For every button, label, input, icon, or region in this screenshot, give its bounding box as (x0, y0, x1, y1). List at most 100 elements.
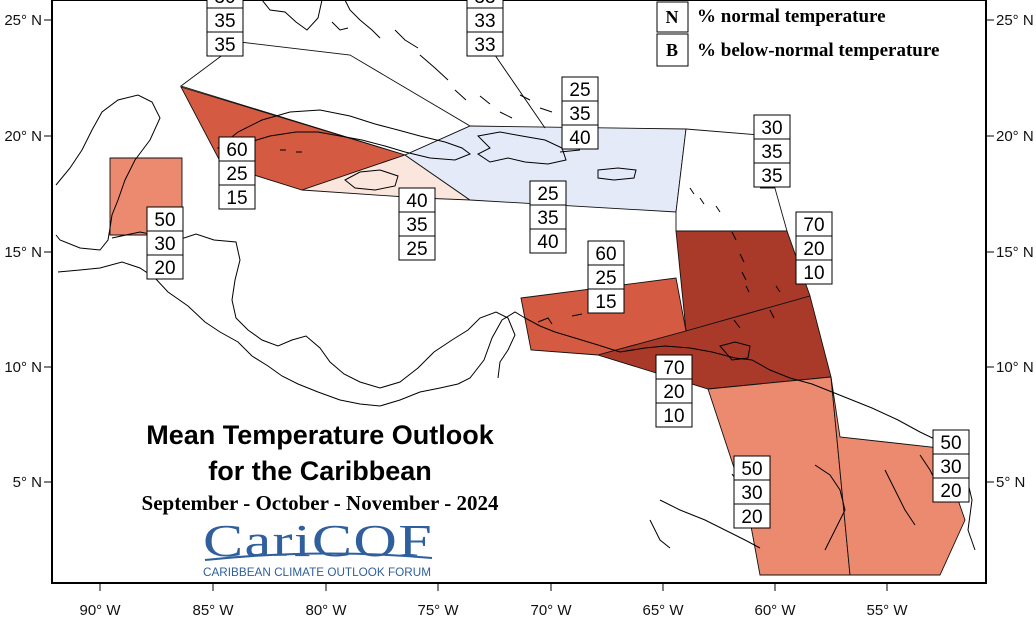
probability-value: 15 (226, 188, 247, 209)
probability-cell (398, 235, 436, 261)
lat-label: 15° N (996, 244, 1034, 261)
south-america-interior (649, 454, 941, 551)
probability-value: 50 (940, 433, 961, 454)
probability-value: 20 (663, 382, 684, 403)
probability-value: 35 (537, 208, 558, 229)
map-title-line2: for the Caribbean (208, 456, 432, 486)
probability-value: 50 (154, 210, 175, 231)
probability-value: 35 (406, 215, 427, 236)
probability-stack-guyana: 50 30 20 (733, 455, 771, 529)
probability-value: 10 (803, 263, 824, 284)
lon-label: 65° W (642, 602, 684, 619)
lon-label: 85° W (192, 602, 234, 619)
probability-cell (529, 204, 567, 230)
lat-label: 20° N (996, 128, 1034, 145)
cuba-coastline (216, 109, 472, 161)
abc-islands-coastline (537, 301, 621, 325)
probability-stack-cuba: 60 25 15 (218, 136, 256, 210)
probability-value: 33 (474, 0, 495, 8)
probability-cell (398, 187, 436, 213)
probability-value: 35 (214, 11, 235, 32)
probability-value: 20 (803, 239, 824, 260)
lon-label: 80° W (305, 602, 347, 619)
logo-swoosh (204, 552, 433, 561)
map-title-line1: Mean Temperature Outlook (146, 420, 495, 450)
map-subtitle: September - October - November - 2024 (142, 491, 499, 515)
yucatan-mexico-coastline (55, 94, 161, 251)
probability-stack-jamaica: 40 35 25 (398, 187, 436, 261)
probability-value: 30 (940, 457, 961, 478)
probability-stack-atlantic-east: 30 35 35 (753, 114, 791, 188)
colombia-venezuela-coastline (457, 311, 976, 551)
probability-cell (206, 7, 244, 33)
probability-value: 30 (761, 118, 782, 139)
probability-cell (733, 503, 771, 529)
probability-value: 25 (595, 268, 616, 289)
florida-keys (331, 21, 349, 31)
lat-label: 10° N (4, 359, 42, 376)
probability-value: 30 (154, 234, 175, 255)
probability-cell (561, 100, 599, 126)
probability-value: 40 (406, 191, 427, 212)
probability-cell (587, 264, 625, 290)
probability-value: 40 (537, 232, 558, 253)
latitude-axis-right: 25° N 20° N 15° N 10° N 5° N (986, 12, 1034, 491)
central-america-coastline (57, 261, 459, 407)
probability-value: 40 (569, 128, 590, 149)
probability-cell (795, 211, 833, 237)
probability-cell (795, 235, 833, 261)
probability-cell (655, 354, 693, 380)
probability-value: 33 (474, 11, 495, 32)
lon-label: 55° W (866, 602, 908, 619)
longitude-axis: 90° W 85° W 80° W 75° W 70° W 65° W 60° … (79, 583, 908, 619)
probability-cell (753, 138, 791, 164)
puerto-rico-coastline (597, 167, 637, 181)
lat-label: 5° N (13, 474, 42, 491)
leader-line (559, 149, 581, 153)
probability-cell (733, 479, 771, 505)
probability-cell (932, 477, 970, 503)
probability-value: 35 (569, 104, 590, 125)
lat-label: 15° N (4, 244, 42, 261)
probability-cell (146, 206, 184, 232)
probability-value: 20 (741, 507, 762, 528)
probability-value: 25 (537, 184, 558, 205)
probability-value: 25 (406, 239, 427, 260)
probability-cell (146, 254, 184, 280)
probability-stack-belize: 50 30 20 (146, 206, 184, 280)
probability-stack-trinidad-coast: 70 20 10 (655, 354, 693, 428)
lon-label: 90° W (79, 602, 121, 619)
florida-coastline (261, 0, 323, 31)
jamaica-coastline (344, 169, 399, 191)
lesser-antilles (689, 187, 781, 329)
lat-label: 20° N (4, 128, 42, 145)
probability-cell (587, 288, 625, 314)
probability-cell (146, 230, 184, 256)
probability-stack-hispaniola-puerto-rico: 25 35 40 (529, 180, 567, 254)
probability-value: 25 (569, 80, 590, 101)
probability-value: 25 (226, 164, 247, 185)
probability-stack-bahamas-east: 33 33 33 (466, 0, 504, 57)
lat-label: 25° N (4, 12, 42, 29)
probability-stack-bahamas-north: 30 35 35 (206, 0, 244, 57)
probability-cell (206, 31, 244, 57)
probability-value: 20 (154, 258, 175, 279)
legend-key-normal-letter: N (666, 7, 679, 27)
probability-value: 35 (761, 142, 782, 163)
probability-stack-hispaniola-north: 25 35 40 (561, 76, 599, 150)
probability-cell (795, 259, 833, 285)
probability-cell (932, 453, 970, 479)
region-french-guiana (830, 376, 966, 576)
probability-cell (932, 429, 970, 455)
probability-cell (466, 7, 504, 33)
legend: N % normal temperature B % below-normal … (656, 1, 939, 67)
legend-label-normal: % normal temperature (697, 6, 886, 27)
probability-value: 35 (761, 166, 782, 187)
lon-label: 75° W (417, 602, 459, 619)
hispaniola-coastline (476, 131, 567, 165)
probability-value: 50 (741, 459, 762, 480)
latitude-axis-left: 25° N 20° N 15° N 10° N 5° N (4, 12, 52, 491)
probability-value: 10 (663, 406, 684, 427)
probability-cell (655, 402, 693, 428)
